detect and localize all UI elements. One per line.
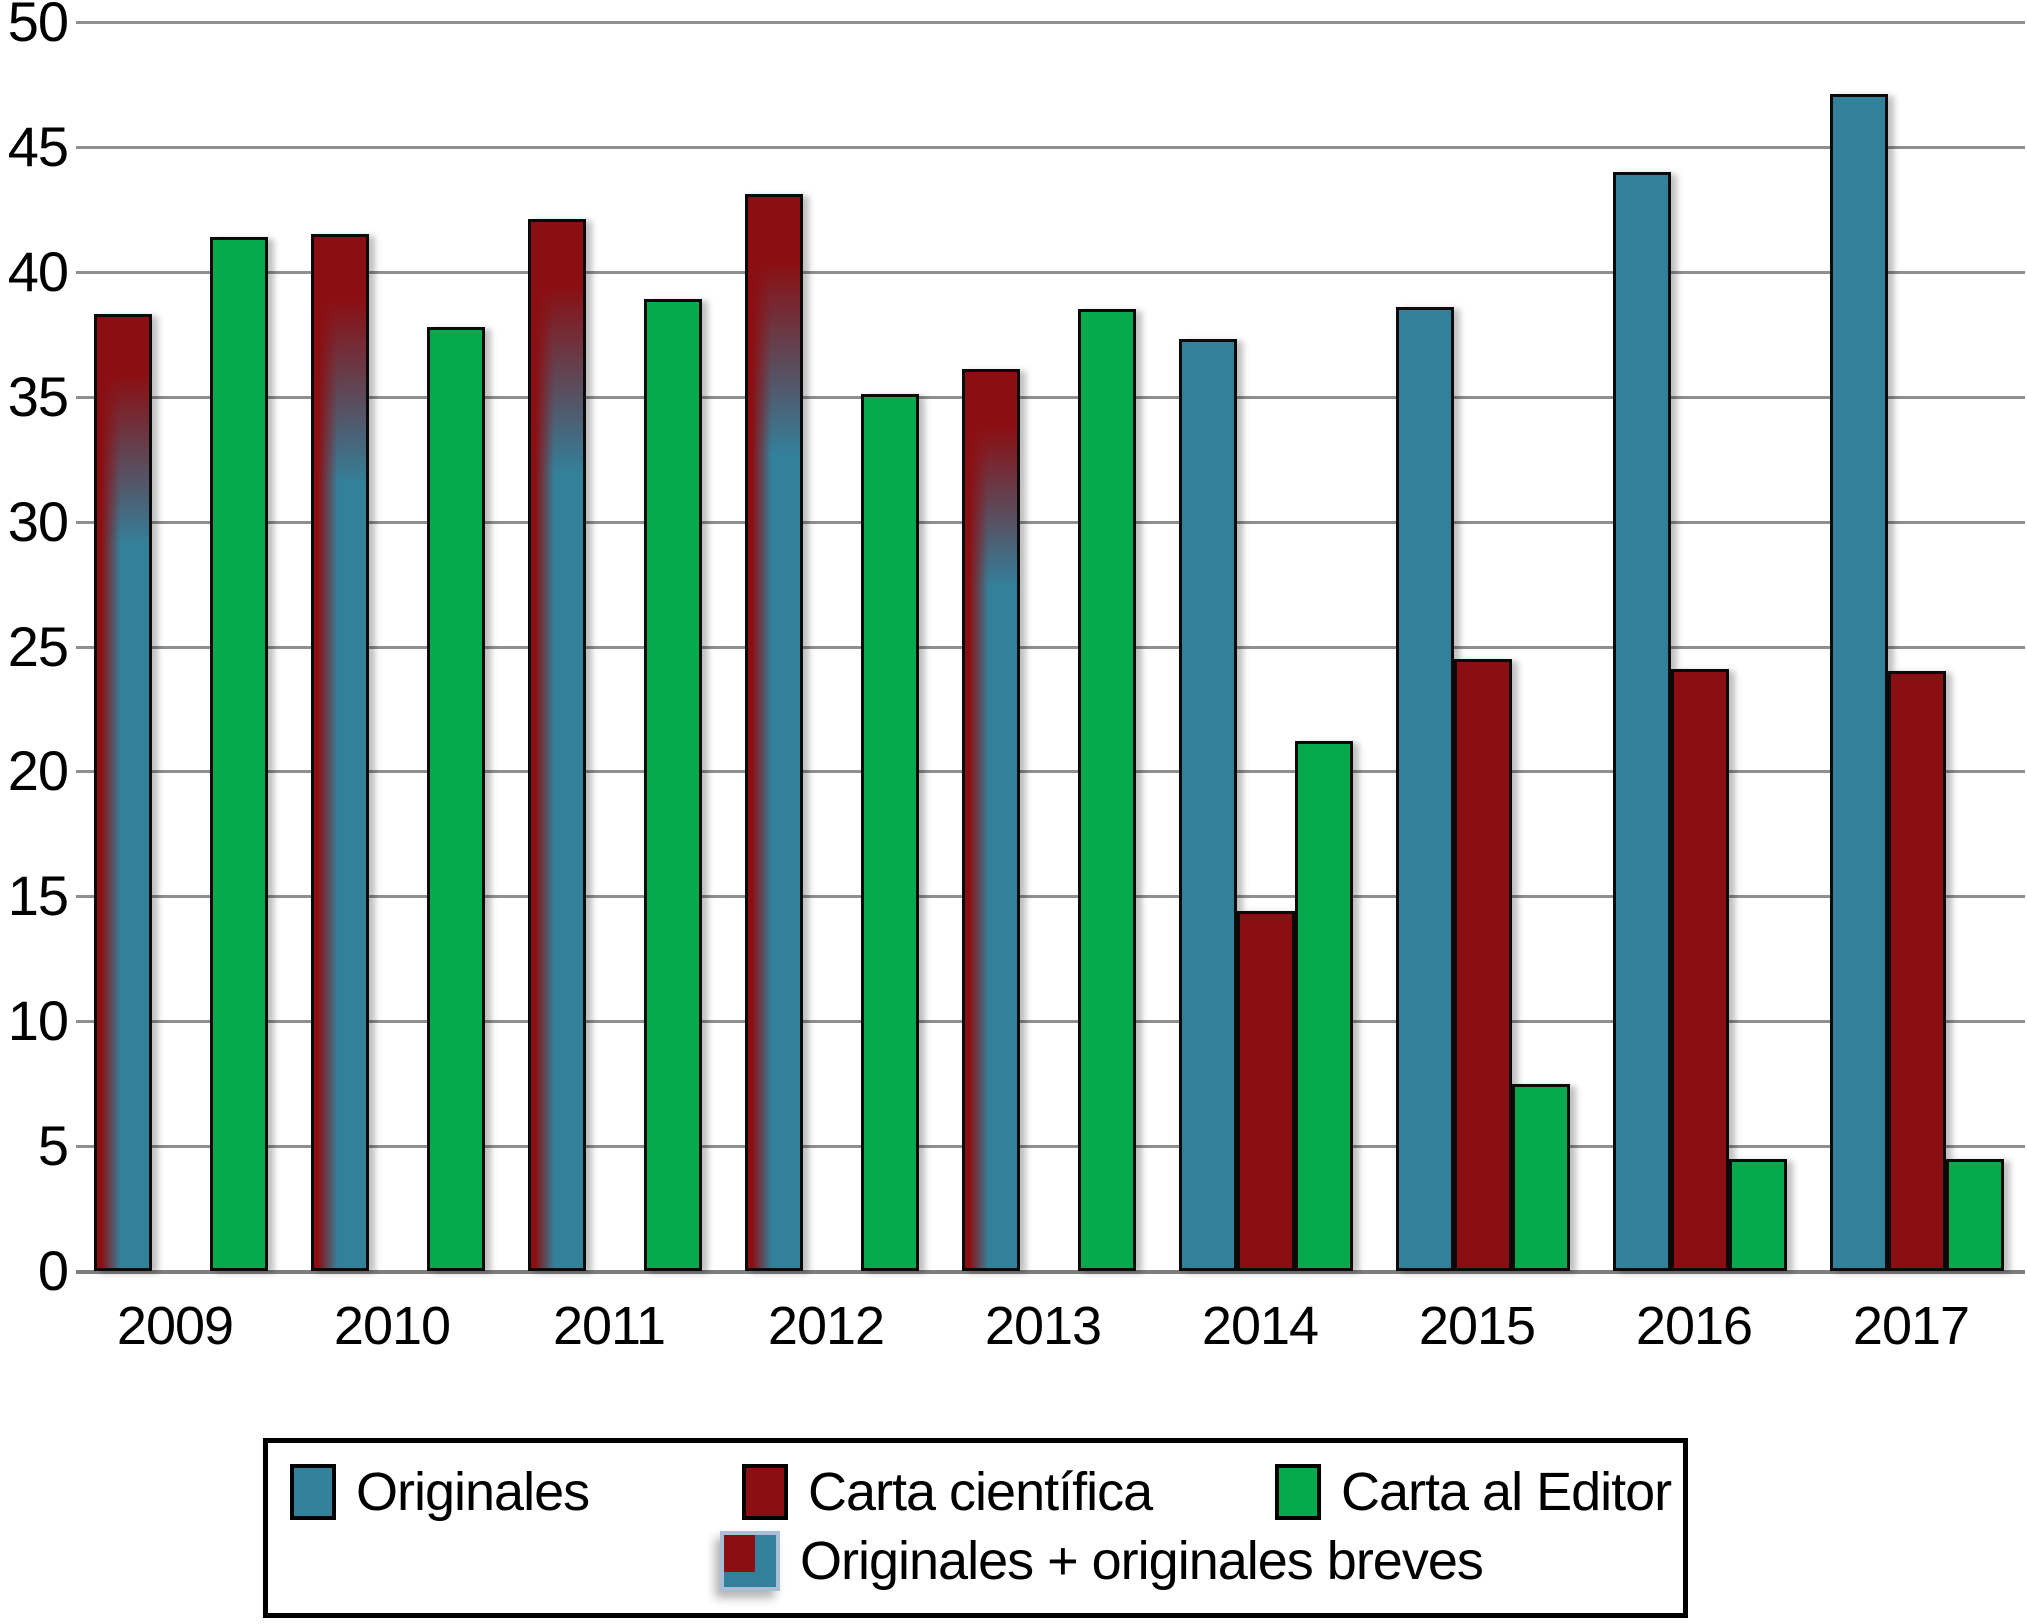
legend-item-carta-cientifica: Carta científica bbox=[742, 1462, 1153, 1522]
legend-swatch-carta-cientifica-icon bbox=[742, 1464, 788, 1520]
bar-originales-originales-breves-2013 bbox=[962, 369, 1020, 1271]
legend-item-originales: Originales bbox=[290, 1462, 590, 1522]
y-axis-tick-label-5: 5 bbox=[37, 1114, 69, 1178]
legend-swatch-corner bbox=[724, 1535, 756, 1573]
y-axis-tick-label-20: 20 bbox=[7, 739, 69, 803]
y-axis-tick-label-0: 0 bbox=[37, 1239, 69, 1302]
legend-label-carta-cientifica: Carta científica bbox=[808, 1462, 1153, 1522]
legend-swatch-originales-icon bbox=[290, 1464, 336, 1520]
x-axis-tick-label-2012: 2012 bbox=[767, 1296, 885, 1356]
bar-carta-al-editor-2014 bbox=[1295, 741, 1353, 1271]
bar-originales-originales-breves-2009 bbox=[94, 314, 152, 1271]
gridline-y-20 bbox=[76, 770, 2025, 774]
x-axis-tick-label-2009: 2009 bbox=[116, 1296, 234, 1356]
y-axis-tick-label-25: 25 bbox=[7, 614, 69, 678]
gridline-y-0 bbox=[76, 1270, 2025, 1274]
gridline-y-5 bbox=[76, 1145, 2025, 1149]
gridline-y-30 bbox=[76, 520, 2025, 524]
bar-carta-al-editor-2010 bbox=[427, 326, 485, 1271]
bar-originales-2015 bbox=[1396, 306, 1454, 1271]
gridline-y-35 bbox=[76, 395, 2025, 399]
y-axis-tick-label-35: 35 bbox=[7, 364, 69, 428]
x-axis-tick-label-2010: 2010 bbox=[333, 1296, 451, 1356]
bar-carta-cientifica-2016 bbox=[1671, 668, 1729, 1271]
y-axis-tick-label-15: 15 bbox=[7, 864, 69, 928]
x-axis-tick-label-2013: 2013 bbox=[984, 1296, 1102, 1356]
gridline-y-25 bbox=[76, 645, 2025, 649]
bar-carta-cientifica-2014 bbox=[1237, 911, 1295, 1271]
gridline-y-45 bbox=[76, 145, 2025, 149]
legend-label-carta-al-editor: Carta al Editor bbox=[1341, 1462, 1672, 1522]
bar-carta-al-editor-2011 bbox=[644, 299, 702, 1271]
y-axis-tick-label-30: 30 bbox=[7, 489, 69, 553]
bar-originales-2014 bbox=[1179, 339, 1237, 1271]
legend-label-originales-breves: Originales + originales breves bbox=[800, 1531, 1484, 1591]
gridline-y-10 bbox=[76, 1020, 2025, 1024]
gridline-y-50 bbox=[76, 21, 2025, 24]
y-axis-tick-label-10: 10 bbox=[7, 989, 69, 1053]
bar-originales-2017 bbox=[1830, 94, 1888, 1271]
y-axis-tick-label-40: 40 bbox=[7, 239, 69, 303]
bar-carta-al-editor-2013 bbox=[1078, 309, 1136, 1271]
x-axis-tick-label-2014: 2014 bbox=[1201, 1296, 1319, 1356]
bar-carta-cientifica-2017 bbox=[1888, 671, 1946, 1271]
legend-swatch-originales-breves-icon bbox=[720, 1531, 780, 1591]
x-axis-tick-label-2011: 2011 bbox=[552, 1296, 666, 1356]
bar-carta-al-editor-2012 bbox=[861, 394, 919, 1271]
bar-carta-cientifica-2015 bbox=[1454, 658, 1512, 1271]
bar-originales-2016 bbox=[1613, 171, 1671, 1271]
bar-carta-al-editor-2017 bbox=[1946, 1158, 2004, 1271]
x-axis-tick-label-2016: 2016 bbox=[1635, 1296, 1753, 1356]
legend-item-carta-al-editor: Carta al Editor bbox=[1275, 1462, 1672, 1522]
x-axis-tick-label-2015: 2015 bbox=[1418, 1296, 1536, 1356]
bar-originales-originales-breves-2011 bbox=[528, 219, 586, 1271]
y-axis-tick-label-50: 50 bbox=[7, 0, 69, 53]
bar-carta-al-editor-2009 bbox=[210, 236, 268, 1271]
legend-label-originales: Originales bbox=[356, 1462, 590, 1522]
legend-swatch-carta-al-editor-icon bbox=[1275, 1464, 1321, 1520]
gridline-y-40 bbox=[76, 270, 2025, 274]
bar-originales-originales-breves-2010 bbox=[311, 234, 369, 1271]
legend: Originales Carta científica Carta al Edi… bbox=[263, 1438, 1688, 1618]
gridline-y-15 bbox=[76, 895, 2025, 899]
legend-item-originales-breves: Originales + originales breves bbox=[720, 1531, 1484, 1591]
bar-carta-al-editor-2015 bbox=[1512, 1083, 1570, 1271]
bar-originales-originales-breves-2012 bbox=[745, 194, 803, 1271]
x-axis-tick-label-2017: 2017 bbox=[1852, 1296, 1970, 1356]
bar-carta-al-editor-2016 bbox=[1729, 1158, 1787, 1271]
y-axis-tick-label-45: 45 bbox=[7, 114, 69, 178]
